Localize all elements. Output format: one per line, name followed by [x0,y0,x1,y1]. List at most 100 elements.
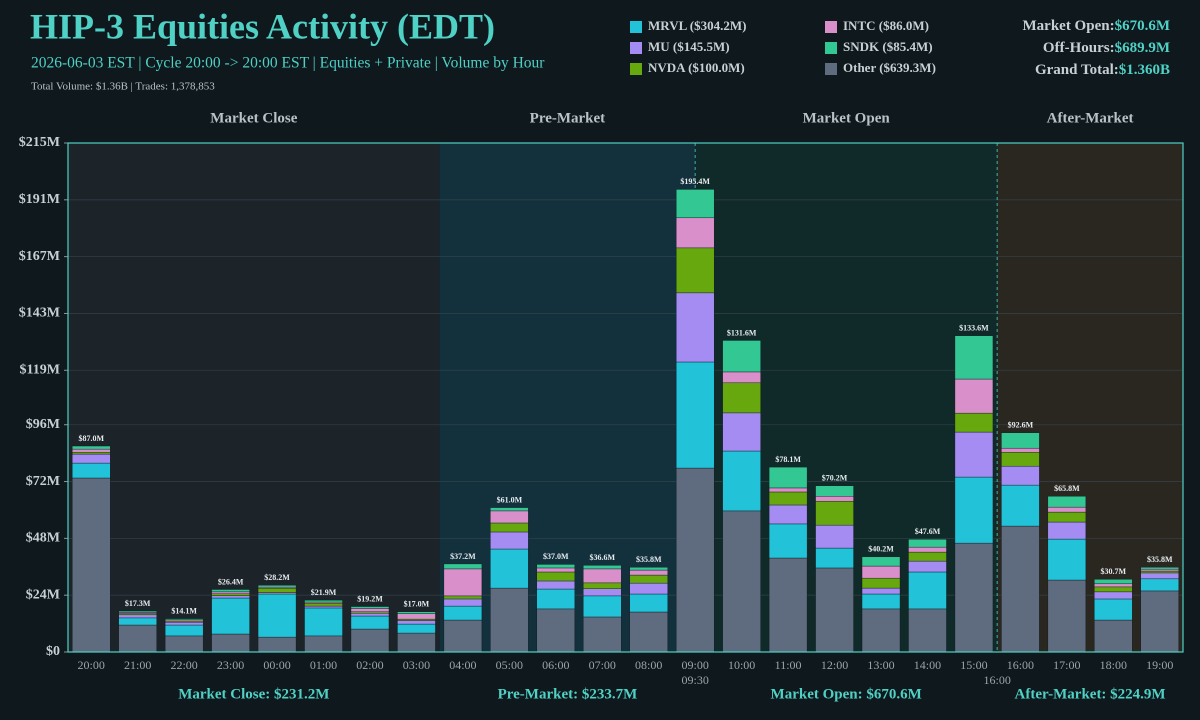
bar-segment [1140,568,1179,572]
bar-segment [536,567,576,573]
bar-segment [72,451,111,455]
legend-label: MRVL ($304.2M) [648,18,746,33]
bar-segment [1047,579,1087,653]
bar-segment [397,620,436,625]
bar-segment [211,591,250,594]
legend-label: MU ($145.5M) [648,39,730,54]
x-tick-label: 01:00 [310,658,337,672]
y-tick-label: $119M [20,362,60,377]
bar-segment [675,247,715,294]
bar-segment [1001,465,1040,486]
bar-segment [257,592,297,595]
bar-segment [722,510,761,653]
bar-segment [675,217,715,249]
total-label: $37.0M [543,552,569,561]
bar-segment [304,607,343,637]
total-label: $35.8M [1147,555,1173,564]
bar-segment [443,595,483,600]
bar-segment [908,571,947,610]
total-label: $70.2M [822,474,848,483]
bar-segment [350,615,390,630]
summary-item: Off-Hours:$689.9M [1043,40,1170,56]
total-label: $14.1M [171,606,197,615]
bar-segment [72,445,111,450]
bar-segment [72,448,111,453]
summary-value: $1.360B [1119,62,1170,78]
bar-segment [815,547,854,569]
bar-segment [211,593,250,596]
bar-segment [118,617,157,626]
bar-segment [954,335,994,380]
bar-segment [768,491,808,506]
legend-swatch [630,42,642,54]
bar-segment [908,546,947,553]
x-tick-label: 23:00 [217,658,244,672]
x-tick-label: 08:00 [635,658,662,672]
bar-segment [397,611,436,614]
session-band [68,143,440,652]
bar-segment [954,378,994,414]
x-tick-label: 04:00 [449,658,476,672]
bar-segment [490,507,529,512]
x-tick-label: 16:00 [1007,658,1034,672]
marker-label: 16:00 [983,673,1010,687]
x-tick-label: 15:00 [960,658,987,672]
legend-label: NVDA ($100.0M) [648,60,745,75]
bar-segment [304,635,343,653]
bar-segment [675,189,715,219]
bar-segment [908,539,947,548]
summary-item: Market Open:$670.6M [1023,18,1171,34]
bar-segment [304,605,343,609]
x-tick-label: 22:00 [170,658,197,672]
total-label: $133.6M [959,324,989,333]
bar-segment [72,462,111,479]
bar-segment [583,588,622,597]
total-label: $131.6M [727,328,757,337]
bar-segment [815,496,854,502]
bar-segment [536,571,576,582]
bar-segment [1094,583,1133,588]
total-label: $92.6M [1008,421,1034,430]
bar-segment [768,523,808,559]
bar-segment [536,588,576,610]
bar-segment [1094,579,1133,585]
total-label: $21.9M [311,588,337,597]
y-tick-label: $191M [19,192,60,207]
bar-segment [908,560,947,573]
bar-segment [861,608,901,653]
total-label: $35.8M [636,555,662,564]
bar-segment [1094,586,1133,593]
bar-segment [164,618,204,621]
legend-label: SNDK ($85.4M) [843,39,933,54]
bar-segment [350,612,390,617]
bar-segment [72,453,111,464]
bar-segment [1047,506,1087,513]
total-label: $40.2M [868,545,894,554]
session-total: Market Open: $670.6M [771,686,922,702]
bar-segment [118,624,157,653]
x-tick-label: 07:00 [589,658,616,672]
session-total: Pre-Market: $233.7M [498,686,638,702]
plot-frame [67,142,1184,653]
bar-segment [350,611,390,614]
bar-segment [768,487,808,493]
session-name: Pre-Market [530,110,606,126]
x-tick-label: 13:00 [867,658,894,672]
bar-segment [443,563,483,570]
bar-segment [675,361,715,469]
bar-segment [954,412,994,433]
chart-note: Total Volume: $1.36B | Trades: 1,378,853 [31,81,215,93]
bar-segment [815,524,854,549]
bar-segment [629,593,668,613]
bar-segment [443,619,483,653]
bar-segment [211,633,250,653]
total-label: $37.2M [450,552,476,561]
x-tick-label: 05:00 [496,658,523,672]
session-name: After-Market [1047,110,1134,126]
bar-segment [536,608,576,653]
bar-segment [490,531,529,550]
session-total: Market Close: $231.2M [178,686,329,702]
bar-segment [1140,567,1179,570]
x-tick-label: 10:00 [728,658,755,672]
y-tick-label: $72M [26,474,60,489]
